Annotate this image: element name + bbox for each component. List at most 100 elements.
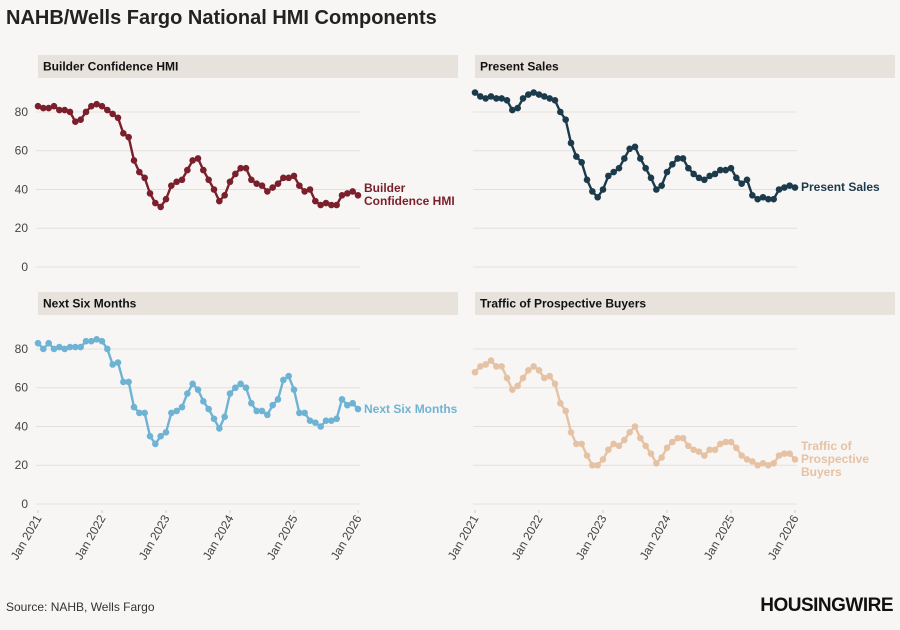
brand-logo: HOUSINGWIRE xyxy=(760,595,893,616)
data-point xyxy=(679,155,687,162)
series-end-label-box: Builder Confidence HMI xyxy=(364,182,455,208)
data-point xyxy=(695,448,703,455)
data-point xyxy=(701,176,708,184)
data-point xyxy=(509,106,516,114)
data-point xyxy=(328,417,335,424)
data-point xyxy=(322,417,330,424)
data-point xyxy=(605,172,612,180)
data-point xyxy=(738,452,745,459)
panel-header xyxy=(38,292,458,315)
data-point xyxy=(690,170,697,178)
data-point xyxy=(109,361,116,368)
data-point xyxy=(168,409,175,417)
data-point xyxy=(786,450,793,457)
data-point xyxy=(498,363,505,370)
data-point xyxy=(669,438,676,446)
data-point xyxy=(578,440,585,448)
data-point xyxy=(120,378,127,386)
panel-title: Next Six Months xyxy=(43,297,137,311)
data-point xyxy=(40,345,47,353)
data-point xyxy=(82,108,90,116)
data-point xyxy=(786,182,793,189)
data-point xyxy=(237,380,244,388)
x-tick-label: Jan 2026 xyxy=(765,512,802,562)
data-point xyxy=(679,434,687,442)
data-point xyxy=(312,419,319,426)
data-point xyxy=(98,102,106,110)
data-point xyxy=(546,372,553,380)
data-point xyxy=(146,432,154,440)
data-point xyxy=(754,461,761,469)
data-point xyxy=(663,444,671,452)
data-point xyxy=(669,160,676,168)
data-point xyxy=(157,203,164,211)
data-point xyxy=(653,460,660,467)
y-tick-label: 40 xyxy=(15,182,29,196)
x-tick-label: Jan 2022 xyxy=(72,512,109,562)
data-point xyxy=(562,407,569,415)
data-point xyxy=(733,174,740,182)
data-point xyxy=(136,409,143,417)
data-point xyxy=(322,199,330,207)
data-point xyxy=(269,401,276,409)
data-point xyxy=(754,195,761,203)
data-point xyxy=(194,386,202,393)
data-point xyxy=(519,374,527,382)
data-point xyxy=(647,450,655,457)
y-tick-label: 0 xyxy=(21,497,28,511)
x-tick-label: Jan 2023 xyxy=(573,512,610,562)
data-point xyxy=(482,95,489,102)
series-end-label-box: Present Sales xyxy=(801,181,880,194)
data-point xyxy=(653,186,660,193)
data-point xyxy=(514,104,521,112)
data-point xyxy=(178,176,186,184)
data-point xyxy=(685,442,692,450)
data-point xyxy=(535,91,543,98)
data-point xyxy=(498,95,505,102)
data-point xyxy=(125,378,132,386)
data-point xyxy=(482,361,489,368)
data-point xyxy=(765,461,772,469)
panel-title: Builder Confidence HMI xyxy=(43,60,178,74)
data-point xyxy=(589,188,596,195)
data-point xyxy=(695,174,703,182)
data-point xyxy=(104,345,111,353)
data-point xyxy=(210,186,218,193)
data-point xyxy=(248,399,255,407)
panel-header xyxy=(38,55,458,78)
data-point xyxy=(264,411,271,419)
data-point xyxy=(621,155,628,162)
data-point xyxy=(72,343,79,351)
data-point xyxy=(136,168,143,176)
data-point xyxy=(471,89,479,96)
data-point xyxy=(733,444,740,452)
data-point xyxy=(77,116,84,124)
series-end-label-box: Next Six Months xyxy=(364,402,457,415)
data-point xyxy=(770,195,777,203)
data-point xyxy=(349,188,356,195)
data-point xyxy=(34,102,42,110)
data-point xyxy=(184,166,191,174)
data-point xyxy=(525,366,532,374)
data-point xyxy=(306,417,314,424)
panel-title: Present Sales xyxy=(480,60,559,74)
data-point xyxy=(285,174,292,182)
series-end-label: Traffic of Prospective Buyers xyxy=(801,439,870,479)
data-point xyxy=(551,97,559,104)
data-point xyxy=(56,343,63,351)
data-point xyxy=(626,429,633,436)
panel-header xyxy=(475,292,895,315)
data-point xyxy=(717,166,724,174)
data-point xyxy=(674,155,681,162)
data-point xyxy=(40,104,47,112)
data-point xyxy=(56,106,63,114)
data-point xyxy=(237,164,244,172)
page-title: NAHB/Wells Fargo National HMI Components xyxy=(6,7,437,29)
data-point xyxy=(242,164,250,172)
data-point xyxy=(525,91,532,98)
data-point xyxy=(45,104,52,112)
data-point xyxy=(573,153,580,160)
data-point xyxy=(66,343,74,351)
data-point xyxy=(34,339,42,347)
